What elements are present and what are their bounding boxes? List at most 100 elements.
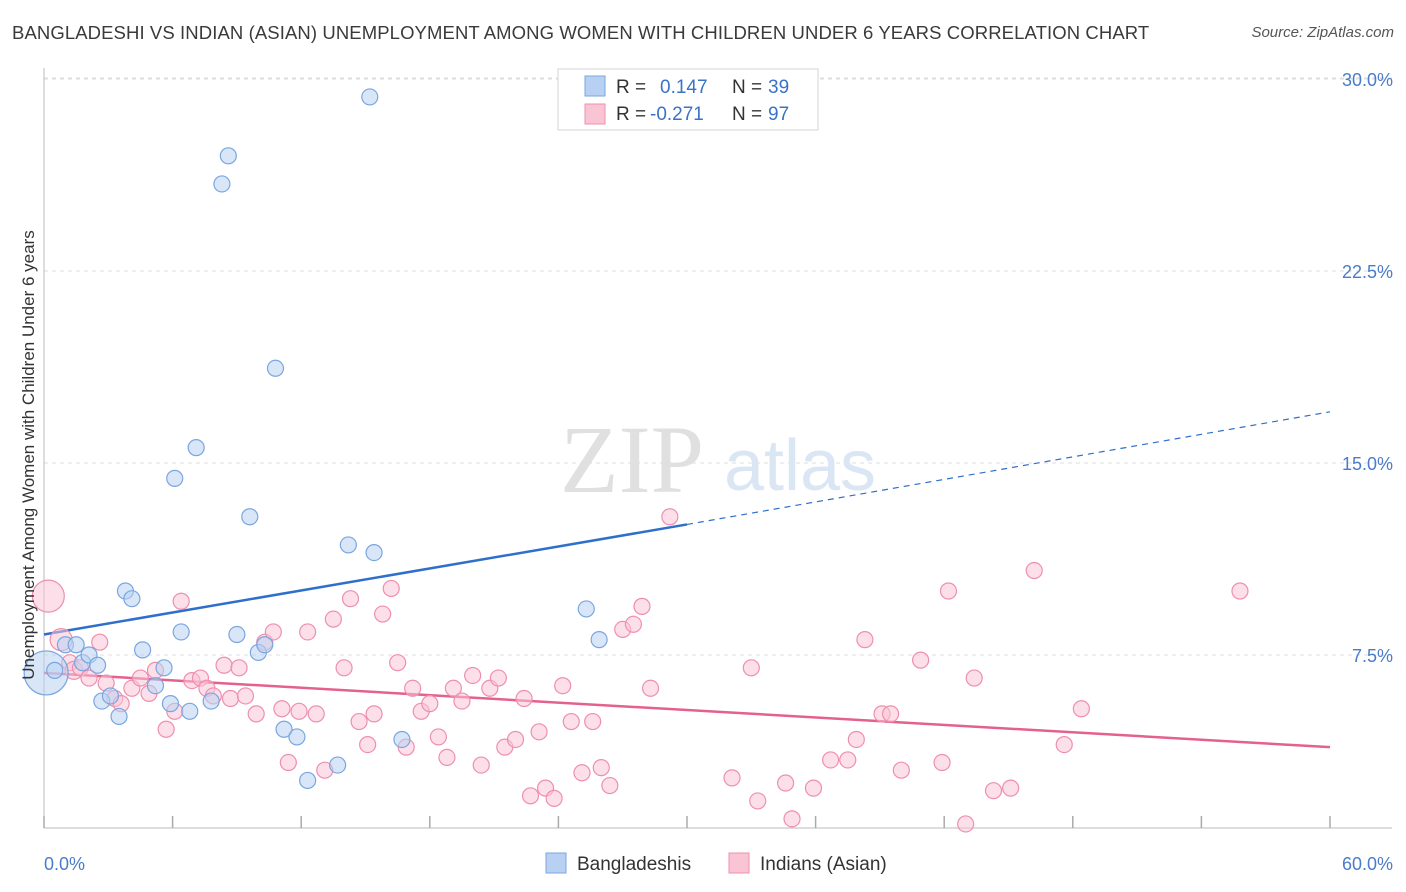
bangladeshi-point-15 <box>161 695 180 713</box>
indian-point-42 <box>389 654 407 672</box>
bangladeshi-point-11 <box>123 590 141 608</box>
indian-point-72 <box>661 508 679 526</box>
y-tick-label-3: 30.0% <box>1342 70 1393 90</box>
indian-point-24 <box>236 687 255 705</box>
bottom-legend-swatch-pink <box>728 852 750 874</box>
bangladeshi-point-23 <box>228 625 246 644</box>
indian-point-6 <box>91 633 109 651</box>
indian-point-73 <box>723 769 741 787</box>
indian-point-81 <box>847 730 865 749</box>
bangladeshi-point-24 <box>241 508 259 526</box>
indian-point-38 <box>359 735 377 754</box>
indian-point-86 <box>912 651 930 669</box>
indian-point-75 <box>749 792 767 810</box>
indian-point-46 <box>421 695 439 713</box>
bangladeshi-point-18 <box>181 702 199 720</box>
indian-point-80 <box>839 751 857 769</box>
y-tick-label-0: 7.5% <box>1352 646 1393 666</box>
legend-r-value-1: 0.147 <box>660 77 708 98</box>
data-points <box>23 88 1249 833</box>
indian-point-84 <box>882 705 900 723</box>
indian-point-28 <box>273 700 291 718</box>
indian-point-92 <box>1002 779 1020 797</box>
watermark-zip: ZIP <box>560 406 704 513</box>
legend-n-label-1: N = <box>732 77 762 98</box>
bangladeshi-point-30 <box>299 771 317 790</box>
bangladeshi-point-14 <box>155 659 173 677</box>
bangladeshi-point-0 <box>23 650 69 696</box>
trend-lines <box>43 411 1331 749</box>
bangladeshi-point-16 <box>166 469 184 487</box>
indian-point-62 <box>554 677 572 695</box>
chart-title: BANGLADESHI VS INDIAN (ASIAN) UNEMPLOYME… <box>12 22 1150 43</box>
indian-point-35 <box>335 659 353 677</box>
indian-point-25 <box>247 705 265 723</box>
bangladeshi-point-22 <box>219 147 237 165</box>
bangladeshi-point-27 <box>266 359 285 377</box>
legend-swatch-blue <box>584 75 606 97</box>
indian-point-71 <box>641 679 660 697</box>
source-label: Source: ZipAtlas.com <box>1251 24 1394 41</box>
bangladeshi-point-33 <box>361 88 379 106</box>
indian-point-47 <box>429 728 447 746</box>
indian-point-61 <box>545 789 563 807</box>
indian-point-30 <box>290 702 308 720</box>
indian-point-95 <box>1072 700 1090 718</box>
indian-point-94 <box>1055 735 1073 754</box>
indian-point-58 <box>521 787 540 805</box>
indian-point-79 <box>822 751 840 769</box>
indian-point-41 <box>382 579 400 598</box>
legend: R = 0.147 N = 39 R = -0.271 N = 97 <box>557 68 819 131</box>
x-tick-labels: 0.0% 60.0% <box>44 854 1393 874</box>
bangladeshi-point-9 <box>110 707 128 726</box>
y-tick-label-2: 22.5% <box>1342 262 1393 282</box>
indian-point-70 <box>633 597 651 615</box>
x-tick-label-1: 60.0% <box>1342 854 1393 874</box>
indian-point-34 <box>324 610 342 628</box>
grid-lines <box>44 77 1392 656</box>
bangladeshi-point-31 <box>329 756 347 774</box>
bangladeshi-point-8 <box>101 687 120 705</box>
indian-point-31 <box>299 623 317 641</box>
legend-swatch-pink <box>584 103 606 125</box>
bangladeshi-point-6 <box>88 656 107 674</box>
indian-point-56 <box>506 730 525 749</box>
indian-point-91 <box>984 782 1003 800</box>
indian-point-5 <box>80 669 98 687</box>
bottom-legend-label-blue: Bangladeshis <box>577 854 691 875</box>
bangladeshi-point-19 <box>187 439 205 457</box>
bangladeshi-point-29 <box>288 728 306 746</box>
indian-point-76 <box>776 774 795 792</box>
bangladeshi-point-36 <box>577 600 595 618</box>
indian-point-59 <box>530 723 548 741</box>
indian-point-49 <box>444 679 462 697</box>
indian-point-96 <box>1231 582 1249 600</box>
indian-point-54 <box>489 669 507 687</box>
legend-r-value-2: -0.271 <box>650 104 704 125</box>
watermark-atlas: atlas <box>724 426 876 506</box>
indian-trend-line <box>43 671 1331 749</box>
indian-point-85 <box>892 761 910 779</box>
indian-point-50 <box>453 692 471 710</box>
indian-point-63 <box>562 712 580 731</box>
bangladeshi-point-34 <box>365 543 383 562</box>
bangladeshi-point-28 <box>275 720 293 738</box>
indian-point-89 <box>957 815 975 833</box>
indian-point-23 <box>230 659 248 677</box>
bangladeshi-point-35 <box>393 730 411 749</box>
indian-point-66 <box>592 759 610 777</box>
indian-point-51 <box>464 666 482 685</box>
indian-point-77 <box>783 810 801 828</box>
legend-n-value-2: 97 <box>768 104 789 125</box>
indian-point-27 <box>264 623 282 641</box>
indian-point-0 <box>31 579 65 613</box>
legend-r-label-1: R = <box>616 77 646 98</box>
legend-n-value-1: 39 <box>768 77 789 98</box>
bangladeshi-point-12 <box>133 641 152 659</box>
y-tick-labels: 7.5% 15.0% 22.5% 30.0% <box>1342 70 1393 666</box>
bottom-legend-label-pink: Indians (Asian) <box>760 854 887 875</box>
bangladeshi-trend-line <box>43 523 688 636</box>
indian-point-82 <box>856 631 874 649</box>
indian-point-22 <box>221 689 240 708</box>
